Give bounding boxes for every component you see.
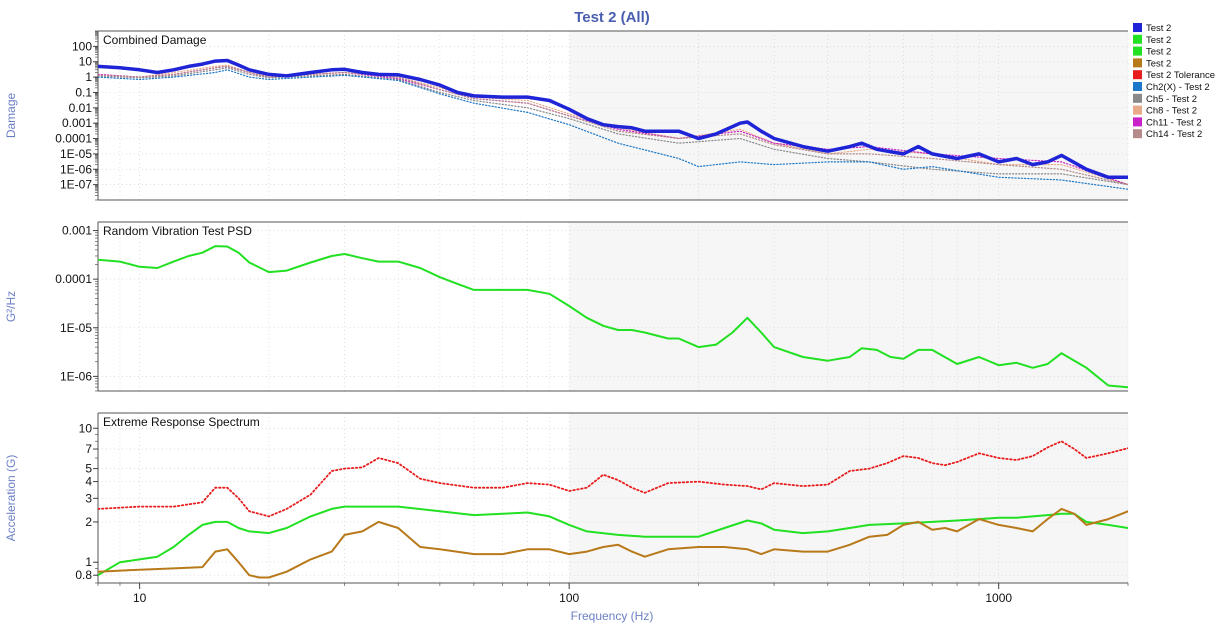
- x-tick-label: 100: [559, 591, 579, 605]
- legend-item[interactable]: Ch8 - Test 2: [1133, 105, 1197, 117]
- legend-item[interactable]: Test 2: [1133, 46, 1171, 58]
- plot-shading: [569, 413, 1128, 583]
- legend-item[interactable]: Ch14 - Test 2: [1133, 129, 1202, 140]
- y-tick-label: 1E-05: [60, 321, 92, 335]
- grid: [97, 31, 1129, 200]
- series-line-6: [98, 67, 1128, 186]
- y-tick-label: 1: [85, 70, 92, 84]
- y-tick-label: 0.8: [75, 568, 92, 582]
- legend-label: Test 2: [1146, 47, 1171, 58]
- panels: 1001010.10.010.0010.00011E-051E-061E-07C…: [4, 30, 1129, 584]
- legend-label: Test 2 Tolerance: [1146, 70, 1215, 81]
- series-group: [98, 440, 1128, 579]
- legend-swatch: [1133, 117, 1142, 127]
- legend-swatch: [1133, 82, 1142, 91]
- series-group: [98, 245, 1128, 389]
- x-tick-label: 1000: [985, 591, 1012, 605]
- legend-swatch: [1133, 23, 1142, 32]
- legend-label: Ch11 - Test 2: [1146, 117, 1202, 128]
- grid: [97, 222, 1129, 391]
- legend-swatch: [1133, 58, 1142, 68]
- y-tick-label: 1E-06: [60, 369, 92, 383]
- y-tick-label: 1E-07: [60, 178, 92, 192]
- legend-item[interactable]: Test 2: [1133, 23, 1171, 34]
- y-tick-label: 0.01: [69, 101, 93, 115]
- x-tick-label: 10: [133, 591, 147, 605]
- y-axis-label: G²/Hz: [4, 291, 18, 322]
- series-line-9: [98, 65, 1128, 186]
- plot-shading: [569, 222, 1128, 391]
- legend-label: Test 2: [1146, 35, 1171, 46]
- x-axis-label: Frequency (Hz): [571, 609, 654, 623]
- y-tick-label: 0.0001: [55, 132, 92, 146]
- legend-item[interactable]: Ch5 - Test 2: [1133, 93, 1197, 105]
- legend-label: Test 2: [1146, 58, 1171, 69]
- y-tick-label: 5: [85, 462, 92, 476]
- legend-item[interactable]: Test 2 Tolerance: [1133, 70, 1215, 81]
- y-tick-label: 0.1: [75, 85, 92, 99]
- legend-item[interactable]: Test 2: [1133, 58, 1171, 69]
- y-tick-label: 3: [85, 491, 92, 505]
- legend-swatch: [1133, 93, 1142, 103]
- series-line-2: [98, 505, 1128, 577]
- y-tick-label: 10: [79, 421, 93, 435]
- legend-label: Test 2: [1146, 23, 1171, 34]
- series-line-4: [98, 440, 1128, 518]
- series-line-1: [98, 245, 1128, 389]
- y-tick-label: 0.0001: [55, 272, 92, 286]
- legend-swatch: [1133, 34, 1142, 44]
- legend-label: Ch8 - Test 2: [1146, 106, 1197, 117]
- panel-title: Combined Damage: [103, 33, 207, 47]
- legend-label: Ch2(X) - Test 2: [1146, 82, 1210, 93]
- y-axis-label: Damage: [4, 92, 18, 138]
- legend-swatch: [1133, 46, 1142, 56]
- panel-title: Random Vibration Test PSD: [103, 224, 252, 238]
- y-tick-label: 10: [79, 55, 93, 69]
- plot-shading: [569, 31, 1128, 200]
- legend-item[interactable]: Ch11 - Test 2: [1133, 117, 1202, 128]
- series-line-5: [98, 69, 1128, 190]
- chart-title: Test 2 (All): [574, 9, 650, 26]
- x-axis: 10 100 1000: [97, 583, 1129, 605]
- panel-ers: 10 7 54 3 2 10.8 Extreme Response Spectrum Acce…: [4, 412, 1129, 584]
- y-tick-label: 1E-05: [60, 147, 92, 161]
- y-axis-label: Acceleration (G): [4, 455, 18, 542]
- series-line-0: [98, 58, 1128, 180]
- legend-item[interactable]: Test 2: [1133, 34, 1171, 46]
- series-group: [98, 58, 1128, 190]
- y-tick-label: 1E-06: [60, 162, 92, 176]
- panel-title: Extreme Response Spectrum: [103, 415, 260, 429]
- panel-psd: 0.001 0.0001 1E-05 1E-06 Random Vibration Te…: [4, 221, 1129, 392]
- legend-swatch: [1133, 105, 1142, 115]
- y-tick-label: 0.001: [62, 116, 92, 130]
- legend-swatch: [1133, 70, 1142, 80]
- legend-swatch: [1133, 129, 1142, 139]
- y-tick-label: 0.001: [62, 224, 92, 238]
- y-tick-label: 7: [85, 442, 92, 456]
- legend-label: Ch14 - Test 2: [1146, 129, 1202, 140]
- y-tick-label: 4: [85, 475, 92, 489]
- y-tick-label: 1: [85, 555, 92, 569]
- legend-item[interactable]: Ch2(X) - Test 2: [1133, 82, 1210, 93]
- series-line-3: [98, 507, 1128, 579]
- legend-label: Ch5 - Test 2: [1146, 94, 1197, 105]
- y-tick-label: 100: [72, 39, 92, 53]
- y-tick-label: 2: [85, 515, 92, 529]
